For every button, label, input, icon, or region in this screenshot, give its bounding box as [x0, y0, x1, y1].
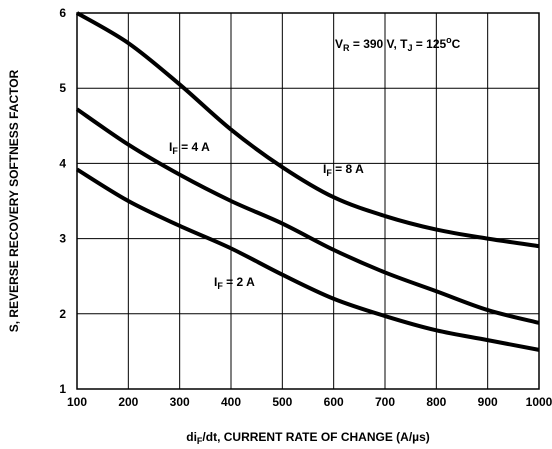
x-axis-label: diF/dt, CURRENT RATE OF CHANGE (A/µs) [186, 430, 430, 446]
y-tick-label: 6 [59, 6, 66, 20]
curve-if-4a [75, 107, 540, 325]
grid [76, 12, 540, 390]
series-label-if-8a: IF = 8 A [323, 162, 364, 178]
x-tick-label: 100 [67, 395, 87, 409]
y-axis-label: S, REVERSE RECOVERY SOFTNESS FACTOR [7, 69, 21, 332]
y-tick-label: 2 [59, 307, 66, 321]
x-tick-label: 900 [478, 395, 498, 409]
series-label-if-4a: IF = 4 A [169, 140, 210, 156]
y-tick-labels: 1 2 3 4 5 6 [59, 6, 66, 396]
x-tick-label: 400 [221, 395, 241, 409]
curve-if-8a [75, 11, 540, 249]
series-label-if-2a: IF = 2 A [214, 275, 255, 291]
x-tick-label: 800 [426, 395, 446, 409]
x-tick-label: 200 [118, 395, 138, 409]
plot-frame [76, 12, 540, 390]
x-tick-label: 600 [324, 395, 344, 409]
y-tick-label: 3 [59, 232, 66, 246]
curves [75, 11, 540, 352]
y-tick-label: 1 [59, 382, 66, 396]
test-conditions-label: VR = 390 V, TJ = 125oC [335, 35, 461, 53]
x-tick-label: 1000 [526, 395, 552, 409]
x-tick-label: 700 [375, 395, 395, 409]
x-tick-label: 500 [272, 395, 292, 409]
y-tick-label: 5 [59, 81, 66, 95]
x-tick-label: 300 [170, 395, 190, 409]
curve-if-2a [75, 167, 540, 352]
y-tick-label: 4 [59, 156, 66, 170]
x-tick-labels: 100 200 300 400 500 600 700 800 900 1000 [67, 395, 552, 409]
